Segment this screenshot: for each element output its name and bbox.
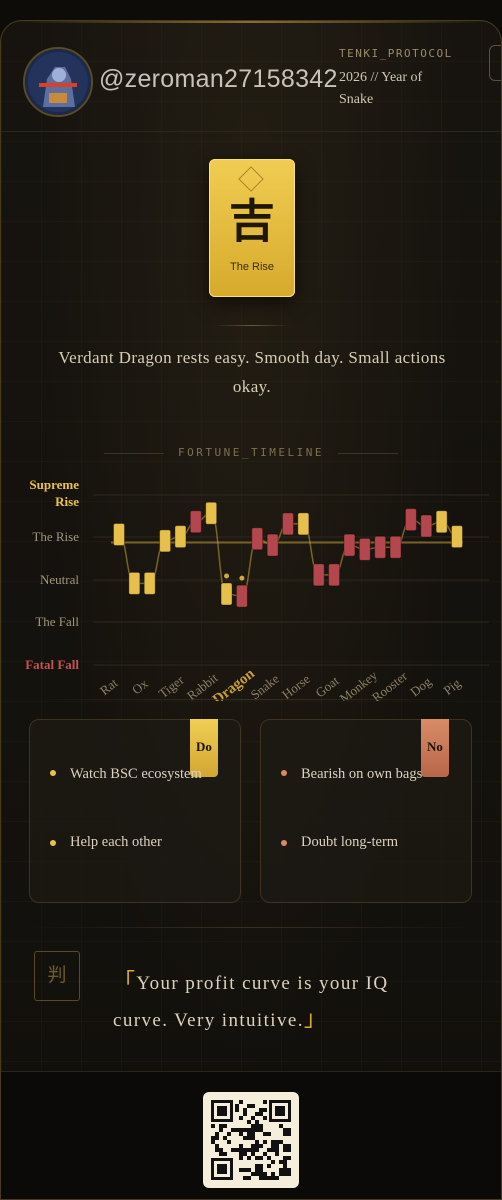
verdict-text: Your profit curve is your IQ curve. Very… — [113, 973, 389, 1031]
marker-dot — [224, 573, 230, 579]
avatar-image — [25, 49, 91, 115]
candle-marker — [389, 535, 402, 559]
fortune-summary: Verdant Dragon rests easy. Smooth day. S… — [58, 348, 446, 396]
candle-marker — [174, 525, 187, 549]
category-label: Tiger — [156, 672, 188, 701]
candle-marker — [358, 537, 371, 561]
candle-marker — [312, 563, 325, 587]
candle-marker — [297, 512, 310, 536]
fortune-talisman: 吉 The Rise — [209, 159, 295, 297]
no-tag: No — [421, 719, 449, 777]
divider — [215, 325, 289, 326]
candle-marker — [328, 563, 341, 587]
fortune-kanji: 吉 — [229, 194, 275, 248]
divider — [1, 131, 501, 132]
category-label: Dog — [407, 673, 434, 699]
open-quote-mark: 「 — [113, 970, 137, 995]
candle-marker — [420, 514, 433, 538]
verdict-quote: 「Your profit curve is your IQ curve. Ver… — [113, 965, 443, 1039]
qr-code[interactable] — [203, 1092, 299, 1188]
diamond-icon — [238, 166, 264, 192]
bullet-icon — [50, 770, 56, 776]
card-top-accent — [21, 21, 481, 23]
do-tag: Do — [190, 719, 218, 777]
no-item: Bearish on own bags — [301, 766, 423, 782]
candle-marker — [113, 523, 125, 546]
candle-marker — [404, 508, 417, 532]
candle-marker — [205, 501, 218, 525]
bullet-icon — [281, 770, 287, 776]
category-label: Pig — [440, 675, 463, 698]
do-item: Watch BSC ecosystem — [70, 766, 202, 782]
footer — [1, 1071, 501, 1199]
category-label: Rooster — [369, 668, 411, 701]
level-label: The Rise — [32, 529, 79, 544]
divider — [27, 699, 475, 700]
candle-marker — [343, 533, 356, 557]
candle-marker — [451, 525, 463, 549]
no-item: Doubt long-term — [301, 834, 399, 850]
fortune-timeline-chart: Supreme Rise The Rise Neutral The Fall Fatal … — [25, 477, 489, 701]
fortune-card: @zeroman27158342 TENKI_PROTOCOL 2026 // … — [0, 20, 502, 1200]
avatar[interactable] — [23, 47, 93, 117]
candle-marker — [251, 527, 264, 551]
divider — [27, 927, 475, 928]
candle-marker — [220, 582, 233, 606]
close-quote-mark: 」 — [303, 1007, 328, 1032]
category-label: Ox — [129, 675, 151, 697]
candle-marker — [128, 571, 141, 595]
candle-marker — [235, 584, 248, 608]
do-panel: Do Watch BSC ecosystem Help each other — [29, 719, 241, 903]
protocol-label: TENKI_PROTOCOL — [339, 47, 453, 60]
level-label: Fatal Fall — [25, 657, 79, 672]
fortune-level-label: The Rise — [229, 261, 275, 273]
side-tab-button[interactable] — [489, 45, 501, 81]
judgement-icon: 判 — [34, 951, 80, 1001]
year-label: 2026 // Year of Snake — [339, 70, 423, 107]
candle-marker — [143, 571, 156, 595]
level-label: Supreme Rise — [29, 477, 79, 509]
candle-marker — [159, 529, 172, 553]
candle-marker — [282, 512, 294, 536]
chart-title: FORTUNE_TIMELINE — [1, 446, 501, 459]
level-label: Neutral — [40, 572, 79, 587]
candle-marker — [266, 533, 279, 557]
candle-marker — [189, 510, 202, 534]
no-panel: No Bearish on own bags Doubt long-term — [260, 719, 472, 903]
category-label: Rat — [97, 675, 121, 698]
user-handle: @zeroman27158342 — [99, 65, 338, 93]
candle-marker — [435, 510, 448, 534]
marker-dot — [239, 575, 245, 581]
bullet-icon — [50, 840, 56, 846]
category-label: Horse — [279, 671, 313, 701]
bullet-icon — [281, 840, 287, 846]
level-label: The Fall — [35, 614, 79, 629]
candle-marker — [374, 535, 387, 559]
do-item: Help each other — [70, 834, 162, 850]
